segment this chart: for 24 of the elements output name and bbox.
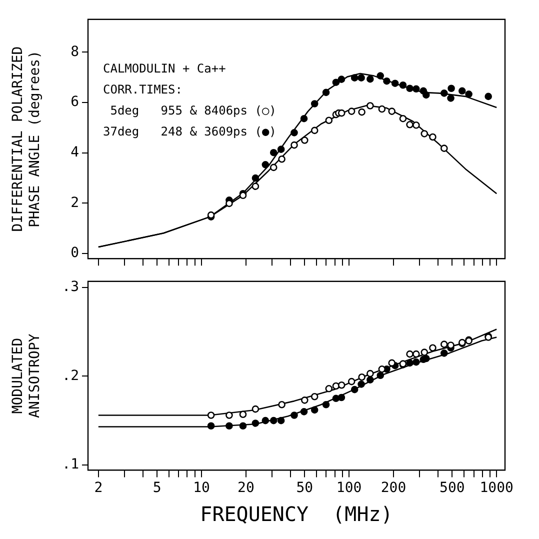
x-tick-label: 10 [193,480,210,496]
y-axis-title: MODULATED ANISOTROPY [10,333,43,418]
y-tick-label: .2 [62,368,79,384]
x-tick-label: 2 [94,480,103,496]
x-tick-label: 100 [336,480,362,496]
x-tick-label: 20 [238,480,254,496]
y-tick-label: .1 [62,456,79,473]
x-tick-label: 5 [152,480,162,496]
annotation: CORR.TIMES: [103,82,182,97]
x-tick-label: 500 [440,480,465,496]
x-tick-label: 50 [296,480,314,496]
y-tick-label: 2 [70,194,79,211]
annotation: 5deg 955 & 8406ps (○) [103,104,276,118]
y-tick-label: 6 [70,94,79,110]
x-tick-label: 1000 [480,480,514,496]
y-axis-title: DIFFERENTIAL POLARIZED PHASE ANGLE (degrees) [10,46,43,232]
y-tick-label: .3 [62,279,79,296]
y-tick-label: 4 [70,144,79,160]
y-tick-label: 8 [70,44,79,60]
y-tick-label: 0 [70,245,79,262]
annotation: CALMODULIN + Ca++ [103,62,226,76]
annotation: 37deg 248 & 3609ps (●) [103,124,276,139]
x-tick-label: 200 [380,480,406,496]
x-axis-title: FREQUENCY (MHz) [200,502,393,526]
